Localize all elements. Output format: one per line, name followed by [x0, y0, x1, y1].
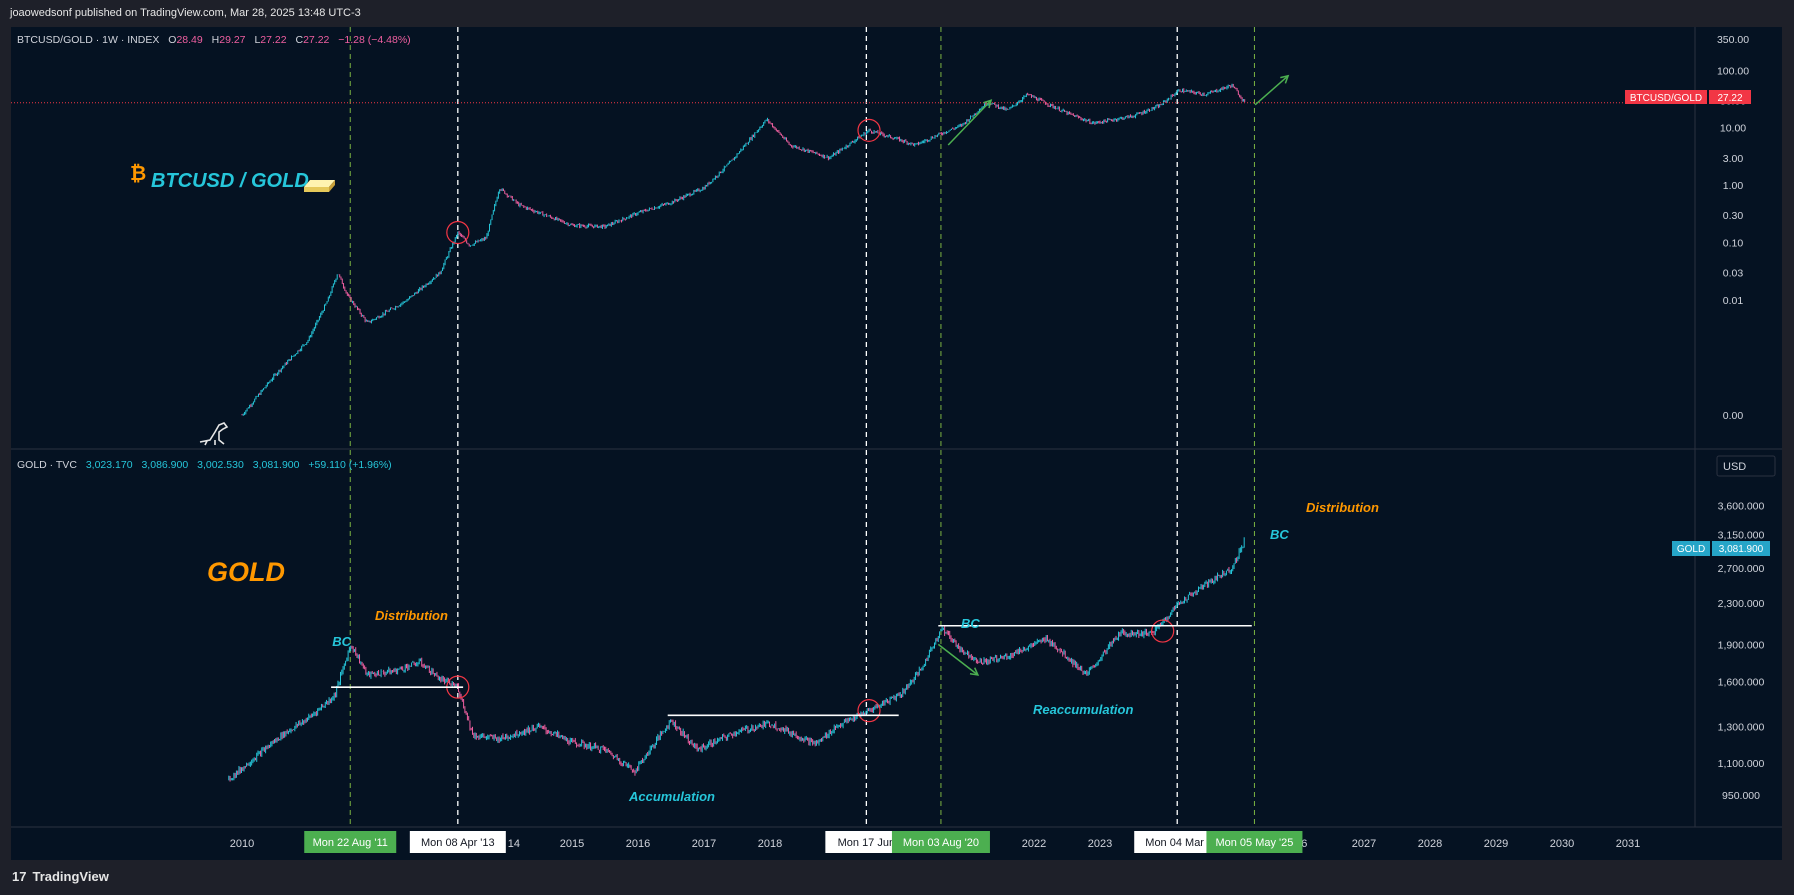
axes: 350.00100.0030.0010.003.001.000.300.100.… — [1717, 34, 1765, 802]
highlight-circle-2 — [857, 118, 881, 142]
btc-gold-price-label: BTCUSD/GOLD — [1630, 93, 1702, 104]
gold-title: GOLD — [207, 557, 285, 587]
time-axis-label: 2030 — [1550, 838, 1574, 850]
time-marker-badge — [891, 831, 990, 853]
publish-info: joaowedsonf published on TradingView.com… — [10, 7, 361, 19]
top-axis-tick: 350.00 — [1717, 34, 1749, 46]
bc-label-1: BC — [332, 634, 351, 649]
gold-bar-icon — [304, 180, 335, 192]
time-marker-badge — [304, 831, 397, 853]
green-arrow-1 — [947, 99, 992, 146]
time-marker-label: Mon 03 Aug '20 — [903, 837, 979, 849]
bc-label-2: BC — [961, 616, 980, 631]
green-arrow-3 — [937, 643, 979, 676]
chart-background — [11, 27, 1782, 860]
top-axis-tick: 0.01 — [1723, 295, 1744, 307]
top-axis-tick: 0.00 — [1723, 410, 1744, 422]
time-marker-label: Mon 04 Mar ' — [1145, 837, 1209, 849]
distribution-label-1: Distribution — [375, 608, 448, 623]
tradingview-brand[interactable]: 17 TradingView — [12, 869, 109, 884]
time-axis-label: 2010 — [230, 838, 254, 850]
green-arrow-2 — [1254, 75, 1289, 106]
dinosaur-icon — [199, 422, 229, 446]
time-axis-label: 2022 — [1022, 838, 1046, 850]
top-legend-symbol: BTCUSD/GOLD · 1W · INDEX — [17, 34, 159, 46]
bottom-axis-tick: 950.000 — [1722, 790, 1760, 802]
gold-price-value: 3,081.900 — [1719, 544, 1764, 555]
time-axis-label: 2015 — [560, 838, 584, 850]
time-axis-label: 2029 — [1484, 838, 1508, 850]
chart-area[interactable]: 350.00100.0030.0010.003.001.000.300.100.… — [11, 27, 1782, 860]
vertical-markers — [349, 27, 1255, 827]
time-marker-badge — [825, 831, 908, 853]
drawings — [11, 74, 1695, 723]
gold-price-badge: GOLD 3,081.900 — [1672, 541, 1770, 556]
green-arrow-2-head — [1280, 74, 1290, 84]
time-marker-label: Mon 17 Jun — [838, 837, 895, 849]
bottom-axis-tick: 1,900.000 — [1718, 639, 1765, 651]
btc-gold-price-badge: BTCUSD/GOLD 27.22 — [1625, 90, 1751, 104]
currency-label: USD — [1723, 461, 1746, 473]
top-axis-tick: 3.00 — [1723, 153, 1744, 165]
chart-svg[interactable]: 350.00100.0030.0010.003.001.000.300.100.… — [11, 27, 1782, 860]
top-axis-tick: 0.10 — [1723, 238, 1744, 250]
btc-gold-title-text: BTCUSD / GOLD — [151, 170, 309, 192]
btc-gold-title: ₿ BTCUSD / GOLD — [130, 163, 335, 192]
publish-header: joaowedsonf published on TradingView.com… — [0, 0, 1794, 27]
bottom-axis-tick: 1,300.000 — [1718, 722, 1765, 734]
accumulation-label: Accumulation — [628, 789, 715, 804]
bottom-axis-tick: 3,600.000 — [1718, 501, 1765, 513]
top-axis-tick: 0.30 — [1723, 210, 1744, 222]
time-axis-label: 2023 — [1088, 838, 1112, 850]
highlight-circle-4 — [857, 699, 881, 723]
time-axis-label: 14 — [508, 838, 520, 850]
top-axis-tick: 1.00 — [1723, 180, 1744, 192]
top-axis-tick: 0.03 — [1723, 268, 1744, 280]
green-arrow-3-head — [969, 667, 980, 676]
bottom-legend: GOLD · TVC 3,023.170 3,086.900 3,002.530… — [17, 459, 392, 471]
bottom-axis-tick: 1,600.000 — [1718, 677, 1765, 689]
top-axis-tick: 10.00 — [1720, 123, 1746, 135]
bitcoin-icon: ₿ — [130, 163, 146, 185]
time-axis-label: 2027 — [1352, 838, 1376, 850]
bottom-axis-tick: 2,700.000 — [1718, 563, 1765, 575]
time-axis-label: 2028 — [1418, 838, 1442, 850]
time-axis-label: 2016 — [626, 838, 650, 850]
time-marker-badge — [1134, 831, 1221, 853]
bottom-axis-tick: 1,100.000 — [1718, 758, 1765, 770]
time-axis-label: 2031 — [1616, 838, 1640, 850]
tradingview-logo-icon: 17 — [12, 869, 27, 884]
time-marker-label: Mon 05 May '25 — [1215, 837, 1293, 849]
time-marker-badge — [1206, 831, 1303, 853]
currency-button[interactable]: USD — [1716, 455, 1776, 477]
green-arrow-1-head — [983, 99, 993, 109]
btc-gold-price-value: 27.22 — [1717, 93, 1742, 104]
reaccumulation-label: Reaccumulation — [1033, 702, 1133, 717]
top-legend: BTCUSD/GOLD · 1W · INDEX O28.49 H29.27 L… — [17, 34, 411, 46]
footer: 17 TradingView — [0, 860, 1794, 895]
distribution-label-2: Distribution — [1306, 500, 1379, 515]
bottom-axis-tick: 3,150.000 — [1718, 530, 1765, 542]
highlight-circle-5 — [1151, 619, 1175, 643]
gold-price-label: GOLD — [1677, 544, 1705, 555]
top-axis-tick: 100.00 — [1717, 65, 1749, 77]
time-axis[interactable]: 2010214201520162017201820222023262027202… — [230, 831, 1640, 853]
btc-gold-candles — [241, 83, 1246, 416]
time-marker-label: Mon 22 Aug '11 — [313, 837, 388, 849]
tradingview-brand-label: TradingView — [32, 869, 109, 884]
time-marker-label: Mon 08 Apr '13 — [421, 837, 495, 849]
highlight-circle-1 — [446, 220, 470, 245]
time-axis-label: 2017 — [692, 838, 716, 850]
time-marker-badge — [409, 831, 506, 853]
time-axis-label: 2018 — [758, 838, 782, 850]
gold-candles — [228, 537, 1245, 782]
bottom-axis-tick: 2,300.000 — [1718, 598, 1765, 610]
bc-label-3: BC — [1270, 527, 1289, 542]
